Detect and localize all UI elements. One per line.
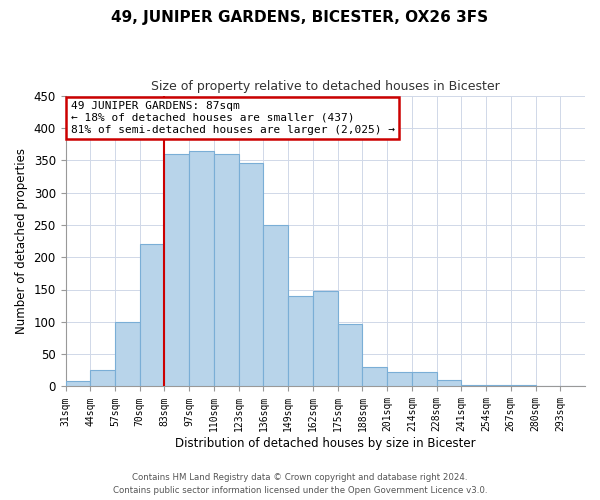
Bar: [140, 244, 164, 386]
Bar: [239, 164, 263, 386]
Bar: [412, 372, 437, 386]
Text: Contains HM Land Registry data © Crown copyright and database right 2024.
Contai: Contains HM Land Registry data © Crown c…: [113, 474, 487, 495]
Bar: [461, 384, 486, 386]
X-axis label: Distribution of detached houses by size in Bicester: Distribution of detached houses by size …: [175, 437, 476, 450]
Title: Size of property relative to detached houses in Bicester: Size of property relative to detached ho…: [151, 80, 500, 93]
Bar: [313, 291, 338, 386]
Text: 49 JUNIPER GARDENS: 87sqm
← 18% of detached houses are smaller (437)
81% of semi: 49 JUNIPER GARDENS: 87sqm ← 18% of detac…: [71, 102, 395, 134]
Text: 49, JUNIPER GARDENS, BICESTER, OX26 3FS: 49, JUNIPER GARDENS, BICESTER, OX26 3FS: [112, 10, 488, 25]
Bar: [362, 367, 387, 386]
Bar: [65, 382, 90, 386]
Bar: [486, 385, 511, 386]
Bar: [115, 322, 140, 386]
Bar: [263, 225, 288, 386]
Bar: [164, 154, 189, 386]
Bar: [90, 370, 115, 386]
Bar: [437, 380, 461, 386]
Bar: [387, 372, 412, 386]
Bar: [511, 385, 536, 386]
Y-axis label: Number of detached properties: Number of detached properties: [15, 148, 28, 334]
Bar: [214, 154, 239, 386]
Bar: [288, 296, 313, 386]
Bar: [189, 150, 214, 386]
Bar: [338, 324, 362, 386]
